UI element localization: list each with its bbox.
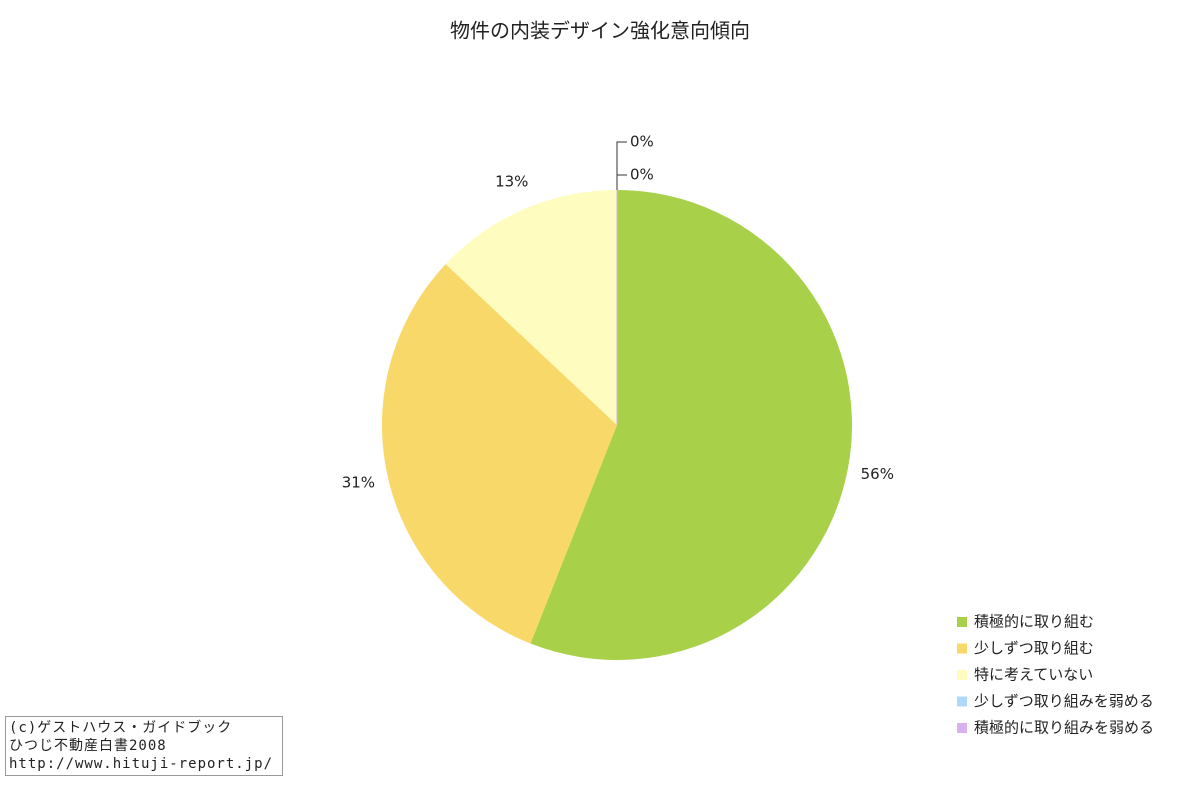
pie-slice (445, 190, 617, 425)
legend-swatch (957, 696, 967, 707)
legend-swatch (957, 617, 967, 627)
legend-swatch (957, 723, 967, 733)
footer-line: ひつじ不動産白書2008 (9, 738, 167, 754)
data-label: 31% (342, 473, 375, 491)
data-label: 56% (861, 465, 894, 483)
pie-slice (530, 190, 852, 660)
legend-label: 少しずつ取り組みを弱める (974, 692, 1154, 710)
leader-line (616, 141, 627, 190)
footer-box: (c)ゲストハウス・ガイドブック ひつじ不動産白書2008 http://www.h… (5, 716, 283, 776)
legend-label: 少しずつ取り組む (974, 639, 1094, 657)
data-label: 0% (630, 166, 654, 184)
footer-line: (c)ゲストハウス・ガイドブック (9, 720, 233, 736)
legend-swatch (957, 643, 967, 654)
legend-label: 積極的に取り組む (974, 613, 1094, 631)
legend-label: 積極的に取り組みを弱める (974, 719, 1154, 737)
data-label: 13% (495, 172, 528, 190)
footer-line: http://www.hituji-report.jp/ (9, 756, 274, 772)
legend-label: 特に考えていない (974, 666, 1093, 684)
data-label: 0% (630, 133, 654, 151)
pie-slice (382, 264, 617, 644)
leader-line (616, 174, 627, 190)
chart-title: 物件の内装デザイン強化意向傾向 (450, 19, 750, 43)
legend-swatch (957, 670, 967, 680)
